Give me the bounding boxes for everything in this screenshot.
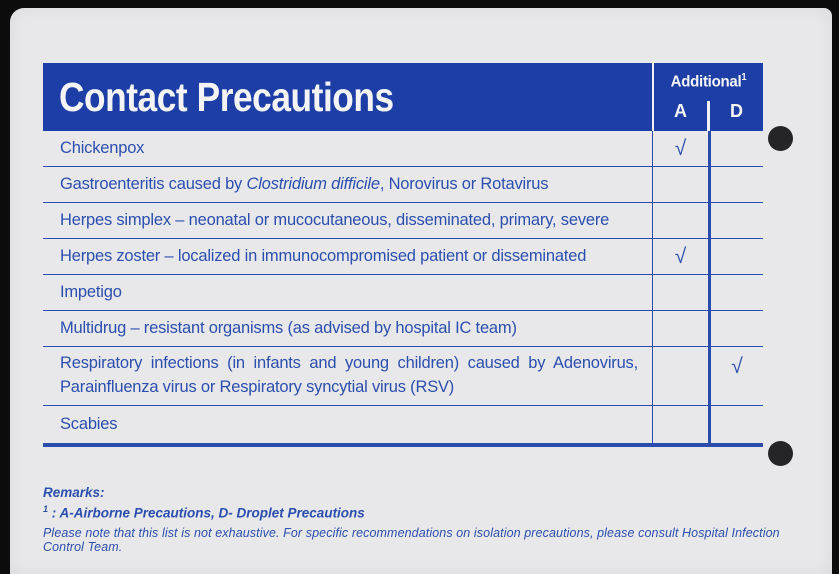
disease-label: Herpes simplex – neonatal or mucocutaneo… <box>60 211 610 229</box>
droplet-check-cell <box>708 167 763 202</box>
table-row: Scabies <box>43 406 763 443</box>
airborne-check-cell: √ <box>652 239 708 274</box>
footnote-text: : A-Airborne Precautions, D- Droplet Pre… <box>48 505 365 521</box>
remarks-heading: Remarks: <box>43 485 105 500</box>
table-row: Herpes zoster – localized in immunocompr… <box>43 239 763 275</box>
remarks-disclaimer: Please note that this list is not exhaus… <box>43 525 780 554</box>
droplet-check-cell <box>708 406 763 443</box>
disease-label: Herpes zoster – localized in immunocompr… <box>60 247 587 265</box>
table-row: Respiratory infections (in infants and y… <box>43 347 763 406</box>
precautions-card: Contact Precautions Additional1 A D Chic… <box>10 8 832 574</box>
airborne-check-cell: √ <box>652 131 708 166</box>
droplet-check-cell <box>708 275 763 310</box>
droplet-check-cell: √ <box>708 347 763 405</box>
page-title-text: Contact Precautions <box>59 73 394 120</box>
column-divider <box>707 101 710 131</box>
additional-label: Additional1 <box>657 63 759 91</box>
droplet-check-cell <box>708 203 763 238</box>
table-row: Gastroenteritis caused by Clostridium di… <box>43 167 763 203</box>
droplet-check-cell <box>708 131 763 166</box>
remarks-footnote: 1 : A-Airborne Precautions, D- Droplet P… <box>43 504 823 521</box>
airborne-check-cell <box>652 406 708 443</box>
droplet-check-cell <box>708 311 763 346</box>
additional-label-text: Additional <box>670 73 742 91</box>
precautions-rows: Chickenpox √ Gastroenteritis caused by Clo… <box>43 131 763 447</box>
disease-label: Multidrug – resistant organisms (as advi… <box>60 319 517 337</box>
airborne-check-cell <box>652 311 708 346</box>
table-row: Chickenpox √ <box>43 131 763 167</box>
remarks-section: Remarks: 1 : A-Airborne Precautions, D- … <box>43 485 823 554</box>
binder-hole-top <box>768 126 793 151</box>
disease-label: Gastroenteritis caused by Clostridium di… <box>60 175 549 193</box>
table-row: Impetigo <box>43 275 763 311</box>
disease-label: Scabies <box>60 415 118 433</box>
column-d-header: D <box>730 100 743 121</box>
airborne-check-cell <box>652 203 708 238</box>
additional-header: Additional1 A D <box>652 63 763 131</box>
airborne-check-cell <box>652 347 708 405</box>
droplet-check-cell <box>708 239 763 274</box>
table-row: Herpes simplex – neonatal or mucocutaneo… <box>43 203 763 239</box>
footnote-marker: 1 <box>43 504 49 514</box>
airborne-check-cell <box>652 275 708 310</box>
table-row: Multidrug – resistant organisms (as advi… <box>43 311 763 347</box>
page-title: Contact Precautions <box>43 63 652 131</box>
column-letters-row: A D <box>654 91 763 131</box>
binder-hole-bottom <box>768 441 793 466</box>
disease-label: Impetigo <box>60 283 122 301</box>
table-header-banner: Contact Precautions Additional1 A D <box>43 63 763 131</box>
additional-footnote-marker: 1 <box>741 72 747 83</box>
airborne-check-cell <box>652 167 708 202</box>
column-a-header: A <box>674 100 687 121</box>
disease-label: Respiratory infections (in infants and y… <box>60 354 638 396</box>
precautions-table: Contact Precautions Additional1 A D Chic… <box>43 63 763 447</box>
disease-label: Chickenpox <box>60 139 145 157</box>
